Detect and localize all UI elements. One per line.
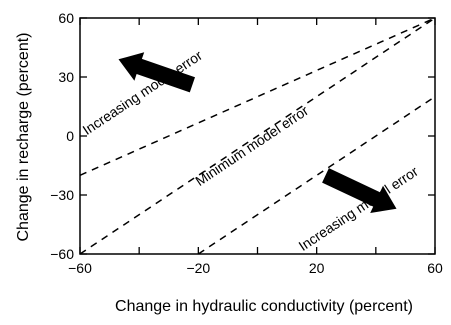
arrow-down-right [322, 168, 397, 213]
y-tick-label: 60 [58, 10, 74, 26]
dashed-line-2 [79, 17, 436, 255]
arrow-up-left [118, 52, 195, 93]
y-axis-title: Change in recharge (percent) [15, 32, 32, 241]
x-tick-label: 60 [427, 260, 443, 276]
x-tick-label: 20 [309, 260, 325, 276]
x-tick-label: −20 [186, 260, 210, 276]
y-tick-label: −30 [50, 187, 74, 203]
x-tick-labels: −60 −20 20 60 [68, 260, 443, 276]
y-tick-label: 30 [58, 69, 74, 85]
axis-ticks [79, 17, 436, 255]
x-axis-title: Change in hydraulic conductivity (percen… [115, 298, 413, 315]
series-lines [79, 17, 436, 255]
annotation-2: Minimum model error [192, 102, 311, 189]
y-tick-labels: −60 −30 0 30 60 [50, 10, 74, 262]
x-tick-label: −60 [68, 260, 92, 276]
arrows [118, 52, 397, 213]
dashed-line-3 [197, 96, 436, 255]
y-tick-label: 0 [66, 128, 74, 144]
annotation-3: Increasing model error [296, 163, 422, 254]
y-tick-label: −60 [50, 246, 74, 262]
